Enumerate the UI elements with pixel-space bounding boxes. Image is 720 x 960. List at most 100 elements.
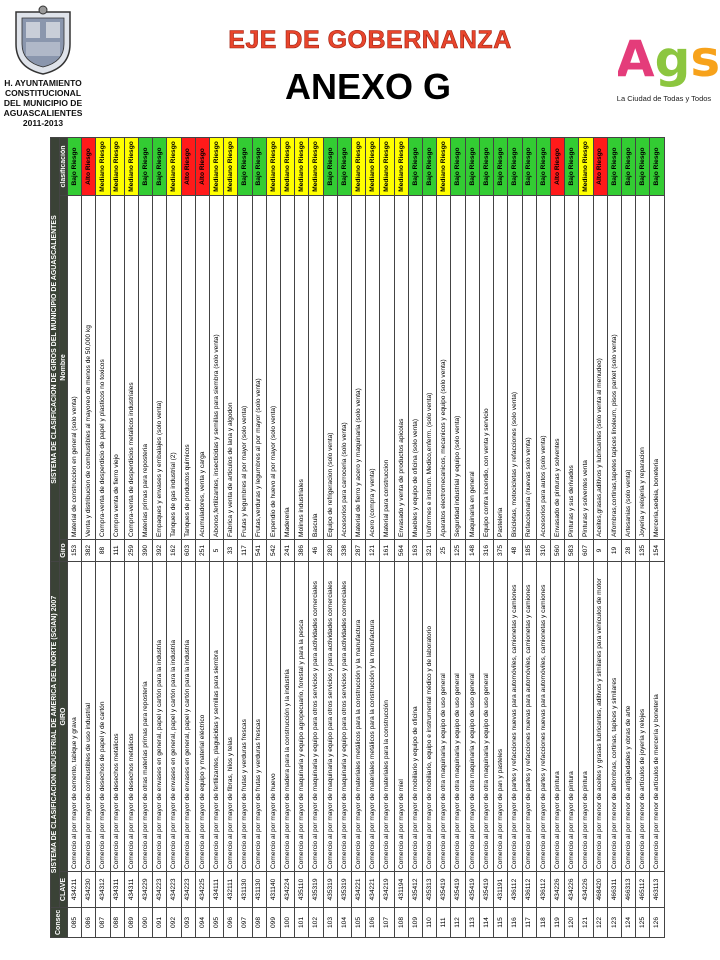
risk-cell: Bajo Riesgo xyxy=(507,137,522,196)
table-cell: 434226 xyxy=(564,871,579,908)
table-cell: 466313 xyxy=(621,871,636,908)
table-cell: Uniformes e instrum. Medico,enferm. (sol… xyxy=(422,195,437,540)
table-cell: Material de fierro y acero y maquinaria … xyxy=(351,195,366,540)
tagline: La Ciudad de Todas y Todos xyxy=(616,94,712,103)
table-cell: 465112 xyxy=(635,871,650,908)
giros-table: Consec SISTEMA DE CLASIFICACIÓN INDUSTRI… xyxy=(50,137,665,938)
table-cell: 541 xyxy=(252,539,267,562)
risk-cell: Bajo Riesgo xyxy=(607,137,622,196)
table-row: 093 434223 Comercio al por mayor de envase… xyxy=(181,137,196,938)
risk-cell: Mediano Riesgo xyxy=(223,137,238,196)
table-row: 111 435419 Comercio al por mayor de otra m… xyxy=(436,137,451,938)
table-cell: 119 xyxy=(550,907,565,938)
risk-cell: Mediano Riesgo xyxy=(394,137,409,196)
table-row: 114 435419 Comercio al por mayor de otra m… xyxy=(479,137,494,938)
org-line: AGUASCALIENTES xyxy=(3,108,83,118)
table-cell: 153 xyxy=(67,539,82,562)
table-cell: Artesanias (solo venta) xyxy=(621,195,636,540)
org-line: DEL MUNICIPIO DE xyxy=(3,98,83,108)
table-row: 101 435110 Comercio al por mayor de maquin… xyxy=(294,137,309,938)
risk-cell: Mediano Riesgo xyxy=(166,137,182,196)
table-row: 091 434223 Comercio al por mayor de envase… xyxy=(152,137,167,938)
table-cell: Comercio al por mayor de pan y pasteles xyxy=(493,561,508,872)
table-cell: Comercio al por mayor de envases en gene… xyxy=(181,561,196,872)
table-cell: 109 xyxy=(408,907,423,938)
table-cell: Comercio al por menor de artículos de me… xyxy=(649,561,665,872)
table-cell: 607 xyxy=(578,539,594,562)
table-cell: Seguridad industrial y equipo (solo vent… xyxy=(450,195,466,540)
table-cell: 435412 xyxy=(408,871,423,908)
risk-cell: Mediano Riesgo xyxy=(294,137,309,196)
table-cell: 88 xyxy=(95,539,111,562)
table-cell: 108 xyxy=(394,907,409,938)
table-cell: 120 xyxy=(564,907,579,938)
table-cell: Equipo contra incendio, con venta y serv… xyxy=(479,195,494,540)
table-cell: 118 xyxy=(536,907,551,938)
table-cell: 154 xyxy=(649,539,665,562)
table-cell: 542 xyxy=(266,539,281,562)
table-cell: 603 xyxy=(181,539,196,562)
risk-cell: Bajo Riesgo xyxy=(649,137,665,196)
risk-cell: Bajo Riesgo xyxy=(536,137,551,196)
table-cell: Comercio al por menor de alfombras, cort… xyxy=(607,561,622,872)
table-cell: 310 xyxy=(536,539,551,562)
table-cell: 106 xyxy=(365,907,380,938)
table-row: 117 436112 Comercio al por mayor de partes… xyxy=(522,137,537,938)
table-cell: 28 xyxy=(621,539,636,562)
table-cell: 100 xyxy=(280,907,295,938)
table-cell: 434223 xyxy=(181,871,196,908)
table-cell: 434311 xyxy=(124,871,139,908)
table-cell: 185 xyxy=(522,539,537,562)
table-cell: 097 xyxy=(237,907,253,938)
risk-cell: Mediano Riesgo xyxy=(379,137,395,196)
table-cell: 099 xyxy=(266,907,281,938)
table-row: 126 463113 Comercio al por menor de artícu… xyxy=(649,137,665,938)
table-cell: Fabrica y venta de articulos de lana y a… xyxy=(223,195,238,540)
table-cell: Bicicletas, motocicletas y refacciones (… xyxy=(507,195,522,540)
table-cell: 434225 xyxy=(195,871,210,908)
table-cell: 434223 xyxy=(166,871,182,908)
table-cell: 431130 xyxy=(252,871,267,908)
table-row: 107 434219 Comercio al por mayor de materi… xyxy=(379,137,395,938)
table-cell: 126 xyxy=(649,907,665,938)
risk-cell: Bajo Riesgo xyxy=(493,137,508,196)
table-cell: 098 xyxy=(252,907,267,938)
risk-cell: Bajo Riesgo xyxy=(408,137,423,196)
table-cell: Comercio al por menor de artículos de jo… xyxy=(635,561,650,872)
table-cell: Molinos industriales xyxy=(294,195,309,540)
risk-cell: Bajo Riesgo xyxy=(621,137,636,196)
table-cell: Comercio al por mayor de envases en gene… xyxy=(166,561,182,872)
table-cell: Comercio al por mayor de mobiliario, equ… xyxy=(422,561,437,872)
table-cell: 392 xyxy=(152,539,167,562)
table-cell: 390 xyxy=(138,539,153,562)
table-cell: Comercio al por mayor de combustibles de… xyxy=(81,561,96,872)
table-cell: Maquinaria en general xyxy=(465,195,480,540)
table-cell: 434229 xyxy=(138,871,153,908)
table-cell: Comercio al por mayor de partes y refacc… xyxy=(536,561,551,872)
table-cell: Acumuladores, venta y carga xyxy=(195,195,210,540)
risk-cell: Alto Riesgo xyxy=(195,137,210,196)
table-cell: Accesorios para autos (solo venta) xyxy=(536,195,551,540)
risk-cell: Alto Riesgo xyxy=(181,137,196,196)
subtitle: ANEXO G xyxy=(284,66,452,107)
table-cell: Comercio al por mayor de equipo y materi… xyxy=(195,561,210,872)
table-cell: 121 xyxy=(578,907,594,938)
risk-cell: Mediano Riesgo xyxy=(436,137,451,196)
table-cell: 091 xyxy=(152,907,167,938)
table-cell: 125 xyxy=(450,539,466,562)
table-cell: 103 xyxy=(323,907,338,938)
table-cell: Frutas y legumbres al por mayor (solo ve… xyxy=(237,195,253,540)
table-cell: Venta y distribucion de combustibles al … xyxy=(81,195,96,540)
table-cell: 431140 xyxy=(266,871,281,908)
table-cell: 435319 xyxy=(337,871,352,908)
table-cell: 560 xyxy=(550,539,565,562)
risk-cell: Bajo Riesgo xyxy=(522,137,537,196)
table-cell: Comercio al por mayor de madera para la … xyxy=(280,561,295,872)
table-cell: Comercio al por mayor de frutas y verdur… xyxy=(237,561,253,872)
table-cell: Pinturas y solventes venta xyxy=(578,195,594,540)
table-cell: Abonos,fertilizantes, insecticidas y sem… xyxy=(209,195,224,540)
table-row: 089 434311 Comercio al por mayor de desech… xyxy=(124,137,139,938)
table-cell: 435110 xyxy=(294,871,309,908)
header-cell: SISTEMA DE CLASIFICACIÓN DE GIROS DEL MU… xyxy=(50,137,59,562)
table-cell: 564 xyxy=(394,539,409,562)
